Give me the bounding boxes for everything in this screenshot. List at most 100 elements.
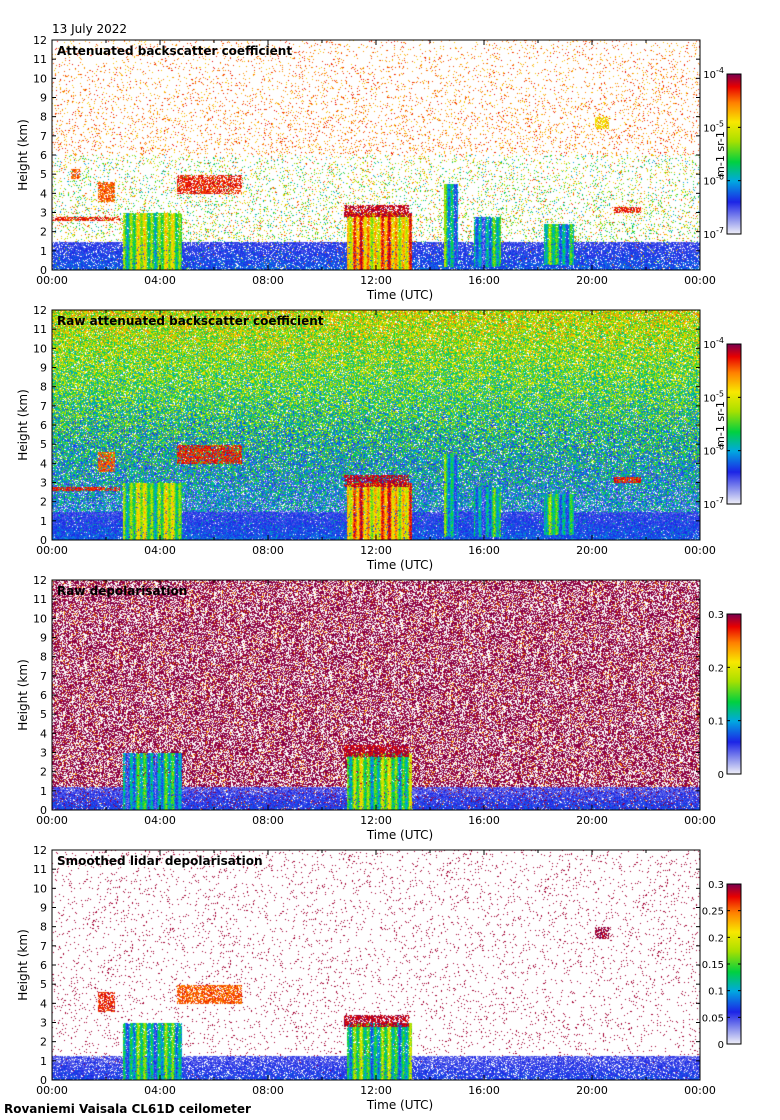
colorbar — [726, 613, 742, 775]
y-tick-label: 12 — [33, 304, 47, 317]
y-tick-label: 1 — [40, 785, 47, 798]
y-tick-label: 11 — [33, 863, 47, 876]
x-tick-label: 00:00 — [36, 544, 68, 557]
x-tick-label: 20:00 — [576, 814, 608, 827]
y-tick-label: 4 — [40, 457, 47, 470]
y-tick-label: 8 — [40, 921, 47, 934]
x-tick-label: 08:00 — [252, 274, 284, 287]
colorbar-tick-label: 0 — [718, 770, 724, 781]
y-tick-label: 0 — [40, 534, 47, 547]
y-axis-label: Height (km) — [16, 929, 30, 1000]
colorbar — [726, 73, 742, 235]
x-tick-label: 20:00 — [576, 274, 608, 287]
y-tick-label: 2 — [40, 226, 47, 239]
heatmap-image — [52, 580, 700, 810]
colorbar-tick-label: 0.15 — [702, 960, 724, 971]
y-axis-label: Height (km) — [16, 659, 30, 730]
colorbar-tick-label: 10-4 — [703, 66, 724, 81]
y-tick-label: 0 — [40, 804, 47, 817]
y-axis-label: Height (km) — [16, 119, 30, 190]
y-tick-label: 10 — [33, 882, 47, 895]
x-tick-label: 04:00 — [144, 814, 176, 827]
colorbar-tick-label: 0.3 — [708, 610, 724, 621]
x-tick-label: 12:00 — [360, 1084, 392, 1097]
colorbar-tick-label: 10-5 — [703, 389, 724, 404]
colorbar-tick-label: 10-4 — [703, 336, 724, 351]
colorbar-tick-label: 0.25 — [702, 907, 724, 918]
y-tick-label: 9 — [40, 92, 47, 105]
instrument-label: Rovaniemi Vaisala CL61D ceilometer — [4, 1102, 251, 1116]
y-tick-label: 12 — [33, 844, 47, 857]
x-axis-label: Time (UTC) — [366, 1098, 433, 1112]
y-tick-label: 12 — [33, 574, 47, 587]
x-tick-label: 00:00 — [36, 1084, 68, 1097]
colorbar-unit-label: m-1 sr-1 — [714, 131, 727, 177]
y-tick-label: 5 — [40, 438, 47, 451]
y-tick-label: 9 — [40, 632, 47, 645]
y-tick-label: 2 — [40, 766, 47, 779]
y-tick-label: 3 — [40, 477, 47, 490]
x-tick-label: 12:00 — [360, 544, 392, 557]
x-tick-label: 16:00 — [468, 274, 500, 287]
y-tick-label: 2 — [40, 496, 47, 509]
colorbar-tick-label: 10-6 — [703, 173, 724, 188]
y-tick-label: 5 — [40, 708, 47, 721]
y-tick-label: 6 — [40, 149, 47, 162]
colorbar-tick-label: 10-5 — [703, 119, 724, 134]
colorbar-tick-label: 0.1 — [708, 717, 724, 728]
y-tick-label: 12 — [33, 34, 47, 47]
x-tick-label: 08:00 — [252, 544, 284, 557]
heatmap-image — [52, 310, 700, 540]
y-tick-label: 1 — [40, 245, 47, 258]
heatmap-image — [52, 40, 700, 270]
y-tick-label: 3 — [40, 747, 47, 760]
x-tick-label: 12:00 — [360, 274, 392, 287]
y-tick-label: 10 — [33, 72, 47, 85]
x-tick-label: 12:00 — [360, 814, 392, 827]
y-tick-label: 5 — [40, 978, 47, 991]
panel-title: Raw depolarisation — [57, 584, 187, 598]
x-tick-label: 00:00 — [684, 544, 716, 557]
y-axis-label: Height (km) — [16, 389, 30, 460]
y-tick-label: 10 — [33, 342, 47, 355]
x-tick-label: 20:00 — [576, 1084, 608, 1097]
x-tick-label: 00:00 — [36, 274, 68, 287]
panel-title: Raw attenuated backscatter coefficient — [57, 314, 324, 328]
y-tick-label: 1 — [40, 1055, 47, 1068]
colorbar-tick-label: 10-7 — [703, 226, 724, 241]
y-tick-label: 8 — [40, 651, 47, 664]
colorbar-tick-label: 10-7 — [703, 496, 724, 511]
x-axis-label: Time (UTC) — [366, 558, 433, 572]
x-tick-label: 08:00 — [252, 814, 284, 827]
y-tick-label: 11 — [33, 593, 47, 606]
colorbar — [726, 343, 742, 505]
y-tick-label: 6 — [40, 689, 47, 702]
y-tick-label: 4 — [40, 187, 47, 200]
y-tick-label: 9 — [40, 362, 47, 375]
colorbar-tick-label: 0 — [718, 1040, 724, 1051]
x-tick-label: 04:00 — [144, 1084, 176, 1097]
colorbar-tick-label: 0.2 — [708, 663, 724, 674]
y-tick-label: 4 — [40, 997, 47, 1010]
x-tick-label: 00:00 — [684, 1084, 716, 1097]
y-tick-label: 5 — [40, 168, 47, 181]
colorbar-tick-label: 0.1 — [708, 987, 724, 998]
x-tick-label: 16:00 — [468, 814, 500, 827]
y-tick-label: 3 — [40, 207, 47, 220]
y-tick-label: 8 — [40, 111, 47, 124]
date-label: 13 July 2022 — [52, 22, 127, 36]
x-tick-label: 00:00 — [684, 274, 716, 287]
y-tick-label: 7 — [40, 940, 47, 953]
heatmap-image — [52, 850, 700, 1080]
y-tick-label: 6 — [40, 959, 47, 972]
x-tick-label: 00:00 — [684, 814, 716, 827]
y-tick-label: 0 — [40, 1074, 47, 1087]
y-tick-label: 10 — [33, 612, 47, 625]
panel-title: Smoothed lidar depolarisation — [57, 854, 263, 868]
x-tick-label: 20:00 — [576, 544, 608, 557]
